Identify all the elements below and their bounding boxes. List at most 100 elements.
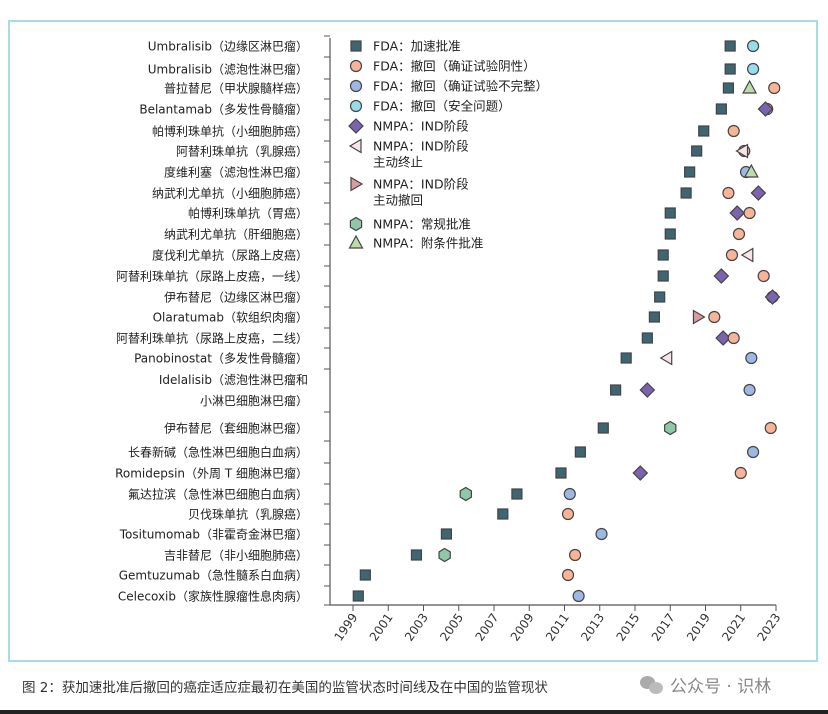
- marker-fda-wd-neg: [727, 124, 740, 138]
- legend-label: FDA：撤回（确证试验不完整）: [373, 79, 548, 94]
- legend-marker-nmpa-regular: [349, 216, 363, 232]
- legend-label: NMPA：附条件批准: [373, 236, 483, 251]
- marker-nmpa-conditional: [742, 79, 758, 94]
- row-label: 度维利塞（滤泡性淋巴瘤）: [164, 165, 308, 180]
- marker-nmpa-ind: [715, 330, 731, 346]
- marker-nmpa-regular: [664, 420, 677, 436]
- x-tick-label: 2015: [613, 611, 642, 644]
- legend-marker-fda-wd-incomplete: [349, 79, 363, 93]
- marker-fda-wd-incomplete: [743, 383, 756, 397]
- marker-nmpa-ind: [729, 205, 746, 221]
- legend-marker-nmpa-ind: [348, 118, 364, 134]
- marker-nmpa-ind-term: [740, 247, 754, 263]
- legend-label: 主动终止: [373, 155, 423, 170]
- marker-fda-accel: [641, 332, 653, 344]
- marker-fda-accel: [657, 270, 669, 282]
- figure-caption: 图 2：获加速批准后撤回的癌症适应症最初在美国的监管状态时间线及在中国的监管现状: [22, 680, 548, 696]
- row-label: 帕博利珠单抗（小细胞肺癌）: [152, 124, 308, 139]
- x-tick-label: 2007: [472, 611, 501, 644]
- legend-marker-nmpa-ind-withdraw: [350, 176, 364, 192]
- marker-fda-wd-safety: [746, 62, 760, 76]
- x-tick-label: 2003: [402, 611, 431, 644]
- marker-fda-accel: [724, 40, 736, 52]
- row-label: Olaratumab（软组织肉瘤）: [153, 310, 308, 325]
- legend-marker-nmpa-ind-term: [348, 138, 362, 154]
- marker-nmpa-ind-withdraw: [692, 309, 706, 325]
- x-tick-label: 1999: [331, 611, 360, 644]
- x-tick-label: 2013: [578, 611, 607, 644]
- figure-frame: [8, 20, 818, 662]
- marker-nmpa-regular: [438, 547, 451, 563]
- marker-fda-wd-neg: [725, 248, 739, 262]
- marker-fda-accel: [691, 145, 703, 157]
- marker-nmpa-ind: [713, 268, 730, 284]
- marker-fda-accel: [359, 569, 371, 581]
- marker-fda-wd-safety: [746, 39, 760, 53]
- marker-fda-wd-neg: [768, 81, 781, 95]
- marker-fda-accel: [715, 103, 727, 115]
- marker-fda-wd-incomplete: [746, 445, 760, 459]
- row-label: 阿替利珠单抗（乳腺癌）: [176, 144, 308, 159]
- marker-nmpa-ind: [632, 465, 649, 481]
- marker-nmpa-regular: [459, 486, 472, 502]
- legend-marker-fda-wd-safety: [349, 99, 363, 113]
- marker-fda-accel: [597, 422, 609, 434]
- marker-fda-wd-neg: [722, 186, 735, 200]
- marker-nmpa-ind-term: [735, 143, 749, 159]
- marker-fda-accel: [497, 508, 509, 520]
- legend-label: NMPA：IND阶段: [373, 119, 469, 134]
- x-tick-label: 2001: [367, 611, 396, 644]
- marker-nmpa-ind: [750, 185, 767, 201]
- marker-nmpa-ind: [639, 382, 656, 398]
- row-label: Idelalisib（滤泡性淋巴瘤和: [159, 372, 308, 387]
- marker-fda-wd-neg: [764, 421, 777, 435]
- marker-fda-wd-neg: [561, 507, 575, 521]
- row-label: 度伐利尤单抗（尿路上皮癌）: [152, 248, 308, 263]
- marker-fda-accel: [664, 207, 676, 219]
- row-label: Belantamab（多发性骨髓瘤）: [139, 102, 308, 117]
- row-label: 纳武利尤单抗（肝细胞癌）: [164, 227, 308, 242]
- x-tick-label: 2011: [543, 611, 572, 644]
- row-label: 阿替利珠单抗（尿路上皮癌，一线）: [116, 269, 308, 284]
- marker-fda-wd-incomplete: [745, 351, 758, 365]
- marker-fda-wd-neg: [708, 310, 721, 324]
- legend-label: NMPA：常规批准: [373, 217, 471, 232]
- marker-fda-accel: [511, 488, 523, 500]
- row-label: 小淋巴细胞淋巴瘤）: [200, 393, 308, 408]
- marker-nmpa-ind-term: [659, 350, 673, 366]
- marker-fda-wd-neg: [561, 568, 575, 582]
- row-label: Tositumomab（非霍奇金淋巴瘤）: [119, 527, 308, 542]
- legend-marker-fda-wd-neg: [349, 59, 363, 73]
- legend-label: FDA：撤回（确证试验阴性）: [373, 59, 536, 74]
- marker-fda-accel: [722, 82, 735, 94]
- marker-fda-accel: [648, 311, 660, 323]
- row-label: Celecoxib（家族性腺瘤性息肉病）: [118, 589, 308, 604]
- row-label: Umbralisib（边缘区淋巴瘤）: [148, 39, 308, 54]
- marker-fda-wd-neg: [743, 206, 756, 220]
- marker-fda-wd-incomplete: [563, 487, 576, 501]
- marker-fda-accel: [574, 446, 586, 458]
- row-label: 吉非替尼（非小细胞肺癌）: [164, 548, 308, 563]
- row-label: 普拉替尼（甲状腺髓样癌）: [164, 81, 308, 96]
- row-label: Panobinostat（多发性骨髓瘤）: [134, 351, 308, 366]
- marker-fda-accel: [657, 249, 669, 261]
- marker-fda-accel: [654, 291, 666, 303]
- legend-label: NMPA：IND阶段: [373, 139, 469, 154]
- x-tick-label: 2017: [649, 611, 678, 644]
- marker-fda-wd-neg: [734, 466, 747, 480]
- row-label: Romidepsin（外周 T 细胞淋巴瘤）: [115, 466, 308, 481]
- marker-fda-wd-neg: [732, 227, 746, 241]
- x-tick-label: 2019: [684, 611, 713, 644]
- marker-fda-wd-neg: [727, 331, 740, 345]
- x-tick-label: 2005: [437, 611, 466, 644]
- marker-fda-accel: [684, 166, 696, 178]
- watermark: 公众号 · 识林: [640, 672, 771, 697]
- legend-label: 主动撤回: [373, 193, 423, 208]
- legend-marker-fda-accel: [350, 40, 362, 52]
- marker-nmpa-ind: [764, 289, 781, 305]
- legend-label: FDA：撤回（安全问题）: [373, 99, 511, 114]
- marker-nmpa-ind: [757, 101, 774, 117]
- wechat-icon: [640, 675, 664, 694]
- row-label: 帕博利珠单抗（胃癌）: [188, 206, 308, 221]
- marker-nmpa-conditional: [743, 163, 759, 178]
